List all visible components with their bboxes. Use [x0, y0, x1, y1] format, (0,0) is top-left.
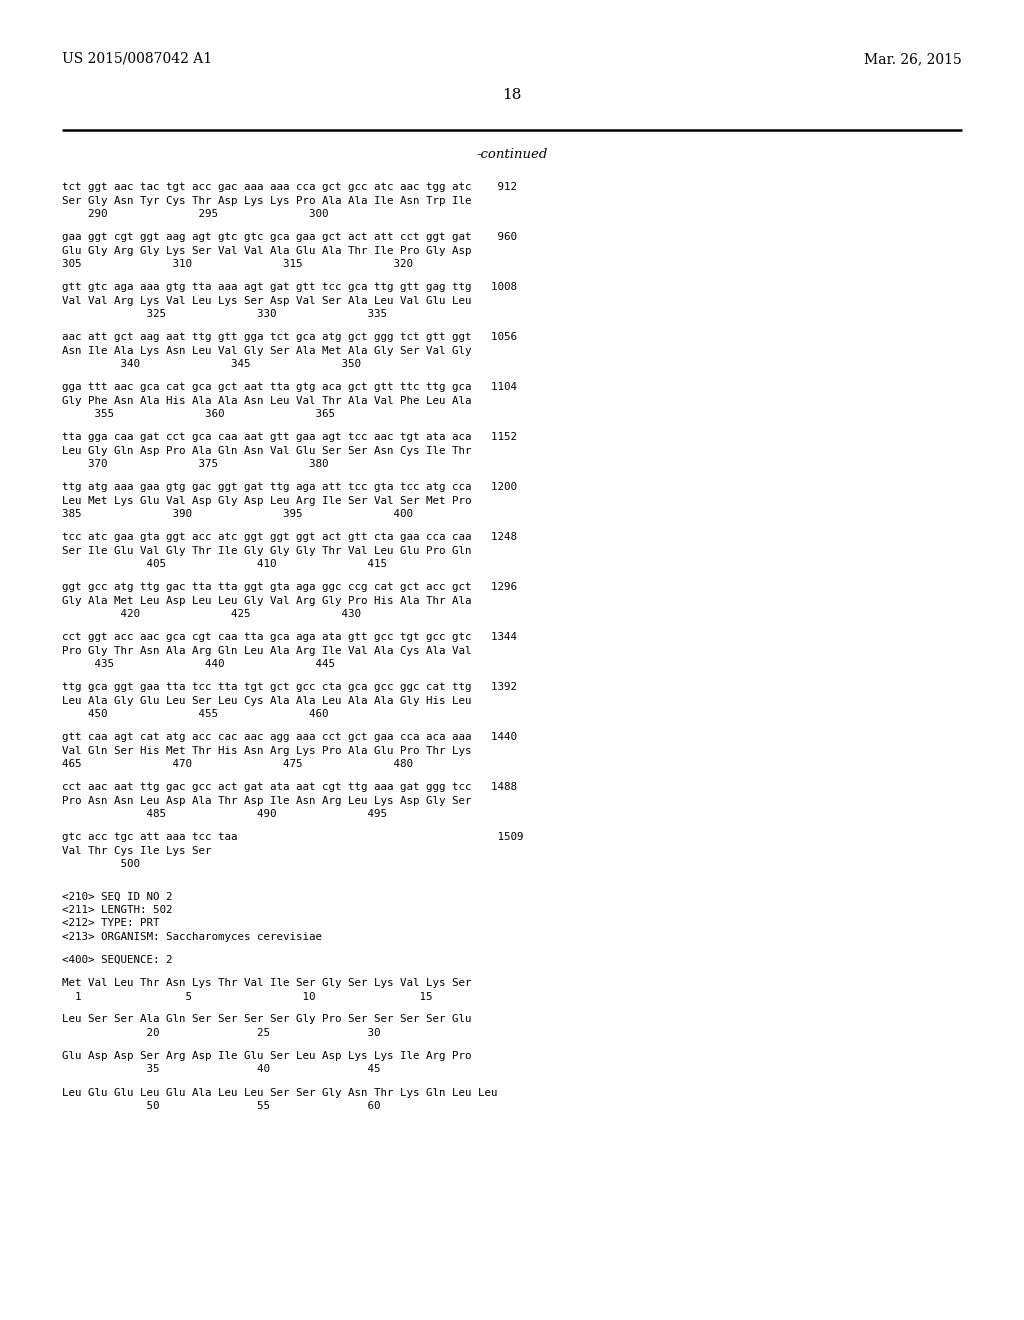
Text: Leu Ser Ser Ala Gln Ser Ser Ser Ser Gly Pro Ser Ser Ser Ser Glu: Leu Ser Ser Ala Gln Ser Ser Ser Ser Gly …	[62, 1015, 471, 1024]
Text: 35               40               45: 35 40 45	[62, 1064, 381, 1074]
Text: 450              455              460: 450 455 460	[62, 709, 329, 719]
Text: 290              295              300: 290 295 300	[62, 209, 329, 219]
Text: -continued: -continued	[476, 148, 548, 161]
Text: tta gga caa gat cct gca caa aat gtt gaa agt tcc aac tgt ata aca   1152: tta gga caa gat cct gca caa aat gtt gaa …	[62, 432, 517, 442]
Text: 18: 18	[503, 88, 521, 102]
Text: 500: 500	[62, 859, 140, 869]
Text: Glu Asp Asp Ser Arg Asp Ile Glu Ser Leu Asp Lys Lys Ile Arg Pro: Glu Asp Asp Ser Arg Asp Ile Glu Ser Leu …	[62, 1051, 471, 1061]
Text: US 2015/0087042 A1: US 2015/0087042 A1	[62, 51, 212, 66]
Text: Pro Asn Asn Leu Asp Ala Thr Asp Ile Asn Arg Leu Lys Asp Gly Ser: Pro Asn Asn Leu Asp Ala Thr Asp Ile Asn …	[62, 796, 471, 805]
Text: 435              440              445: 435 440 445	[62, 659, 335, 669]
Text: Val Gln Ser His Met Thr His Asn Arg Lys Pro Ala Glu Pro Thr Lys: Val Gln Ser His Met Thr His Asn Arg Lys …	[62, 746, 471, 755]
Text: Leu Ala Gly Glu Leu Ser Leu Cys Ala Ala Leu Ala Ala Gly His Leu: Leu Ala Gly Glu Leu Ser Leu Cys Ala Ala …	[62, 696, 471, 705]
Text: tct ggt aac tac tgt acc gac aaa aaa cca gct gcc atc aac tgg atc    912: tct ggt aac tac tgt acc gac aaa aaa cca …	[62, 182, 517, 191]
Text: Gly Phe Asn Ala His Ala Ala Asn Leu Val Thr Ala Val Phe Leu Ala: Gly Phe Asn Ala His Ala Ala Asn Leu Val …	[62, 396, 471, 405]
Text: 340              345              350: 340 345 350	[62, 359, 361, 370]
Text: 1                5                 10                15: 1 5 10 15	[62, 991, 432, 1002]
Text: 325              330              335: 325 330 335	[62, 309, 387, 319]
Text: gtc acc tgc att aaa tcc taa                                        1509: gtc acc tgc att aaa tcc taa 1509	[62, 832, 523, 842]
Text: 465              470              475              480: 465 470 475 480	[62, 759, 413, 770]
Text: gtt caa agt cat atg acc cac aac agg aaa cct gct gaa cca aca aaa   1440: gtt caa agt cat atg acc cac aac agg aaa …	[62, 733, 517, 742]
Text: Glu Gly Arg Gly Lys Ser Val Val Ala Glu Ala Thr Ile Pro Gly Asp: Glu Gly Arg Gly Lys Ser Val Val Ala Glu …	[62, 246, 471, 256]
Text: cct ggt acc aac gca cgt caa tta gca aga ata gtt gcc tgt gcc gtc   1344: cct ggt acc aac gca cgt caa tta gca aga …	[62, 632, 517, 642]
Text: 20               25               30: 20 25 30	[62, 1028, 381, 1038]
Text: 485              490              495: 485 490 495	[62, 809, 387, 818]
Text: 420              425              430: 420 425 430	[62, 609, 361, 619]
Text: Pro Gly Thr Asn Ala Arg Gln Leu Ala Arg Ile Val Ala Cys Ala Val: Pro Gly Thr Asn Ala Arg Gln Leu Ala Arg …	[62, 645, 471, 656]
Text: gtt gtc aga aaa gtg tta aaa agt gat gtt tcc gca ttg gtt gag ttg   1008: gtt gtc aga aaa gtg tta aaa agt gat gtt …	[62, 282, 517, 292]
Text: 355              360              365: 355 360 365	[62, 409, 335, 418]
Text: Ser Ile Glu Val Gly Thr Ile Gly Gly Gly Thr Val Leu Glu Pro Gln: Ser Ile Glu Val Gly Thr Ile Gly Gly Gly …	[62, 545, 471, 556]
Text: Leu Glu Glu Leu Glu Ala Leu Leu Ser Ser Gly Asn Thr Lys Gln Leu Leu: Leu Glu Glu Leu Glu Ala Leu Leu Ser Ser …	[62, 1088, 498, 1097]
Text: Val Thr Cys Ile Lys Ser: Val Thr Cys Ile Lys Ser	[62, 846, 212, 855]
Text: 385              390              395              400: 385 390 395 400	[62, 510, 413, 519]
Text: Ser Gly Asn Tyr Cys Thr Asp Lys Lys Pro Ala Ala Ile Asn Trp Ile: Ser Gly Asn Tyr Cys Thr Asp Lys Lys Pro …	[62, 195, 471, 206]
Text: ttg atg aaa gaa gtg gac ggt gat ttg aga att tcc gta tcc atg cca   1200: ttg atg aaa gaa gtg gac ggt gat ttg aga …	[62, 482, 517, 492]
Text: 50               55               60: 50 55 60	[62, 1101, 381, 1111]
Text: <210> SEQ ID NO 2: <210> SEQ ID NO 2	[62, 891, 172, 902]
Text: Mar. 26, 2015: Mar. 26, 2015	[864, 51, 962, 66]
Text: Gly Ala Met Leu Asp Leu Leu Gly Val Arg Gly Pro His Ala Thr Ala: Gly Ala Met Leu Asp Leu Leu Gly Val Arg …	[62, 595, 471, 606]
Text: ttg gca ggt gaa tta tcc tta tgt gct gcc cta gca gcc ggc cat ttg   1392: ttg gca ggt gaa tta tcc tta tgt gct gcc …	[62, 682, 517, 692]
Text: <211> LENGTH: 502: <211> LENGTH: 502	[62, 906, 172, 915]
Text: 370              375              380: 370 375 380	[62, 459, 329, 469]
Text: gaa ggt cgt ggt aag agt gtc gtc gca gaa gct act att cct ggt gat    960: gaa ggt cgt ggt aag agt gtc gtc gca gaa …	[62, 232, 517, 242]
Text: <212> TYPE: PRT: <212> TYPE: PRT	[62, 919, 160, 928]
Text: 305              310              315              320: 305 310 315 320	[62, 259, 413, 269]
Text: ggt gcc atg ttg gac tta tta ggt gta aga ggc ccg cat gct acc gct   1296: ggt gcc atg ttg gac tta tta ggt gta aga …	[62, 582, 517, 591]
Text: tcc atc gaa gta ggt acc atc ggt ggt ggt act gtt cta gaa cca caa   1248: tcc atc gaa gta ggt acc atc ggt ggt ggt …	[62, 532, 517, 543]
Text: aac att gct aag aat ttg gtt gga tct gca atg gct ggg tct gtt ggt   1056: aac att gct aag aat ttg gtt gga tct gca …	[62, 333, 517, 342]
Text: 405              410              415: 405 410 415	[62, 558, 387, 569]
Text: Met Val Leu Thr Asn Lys Thr Val Ile Ser Gly Ser Lys Val Lys Ser: Met Val Leu Thr Asn Lys Thr Val Ile Ser …	[62, 978, 471, 987]
Text: cct aac aat ttg gac gcc act gat ata aat cgt ttg aaa gat ggg tcc   1488: cct aac aat ttg gac gcc act gat ata aat …	[62, 781, 517, 792]
Text: Asn Ile Ala Lys Asn Leu Val Gly Ser Ala Met Ala Gly Ser Val Gly: Asn Ile Ala Lys Asn Leu Val Gly Ser Ala …	[62, 346, 471, 355]
Text: gga ttt aac gca cat gca gct aat tta gtg aca gct gtt ttc ttg gca   1104: gga ttt aac gca cat gca gct aat tta gtg …	[62, 381, 517, 392]
Text: <213> ORGANISM: Saccharomyces cerevisiae: <213> ORGANISM: Saccharomyces cerevisiae	[62, 932, 322, 942]
Text: Leu Met Lys Glu Val Asp Gly Asp Leu Arg Ile Ser Val Ser Met Pro: Leu Met Lys Glu Val Asp Gly Asp Leu Arg …	[62, 495, 471, 506]
Text: Val Val Arg Lys Val Leu Lys Ser Asp Val Ser Ala Leu Val Glu Leu: Val Val Arg Lys Val Leu Lys Ser Asp Val …	[62, 296, 471, 305]
Text: Leu Gly Gln Asp Pro Ala Gln Asn Val Glu Ser Ser Asn Cys Ile Thr: Leu Gly Gln Asp Pro Ala Gln Asn Val Glu …	[62, 446, 471, 455]
Text: <400> SEQUENCE: 2: <400> SEQUENCE: 2	[62, 954, 172, 965]
